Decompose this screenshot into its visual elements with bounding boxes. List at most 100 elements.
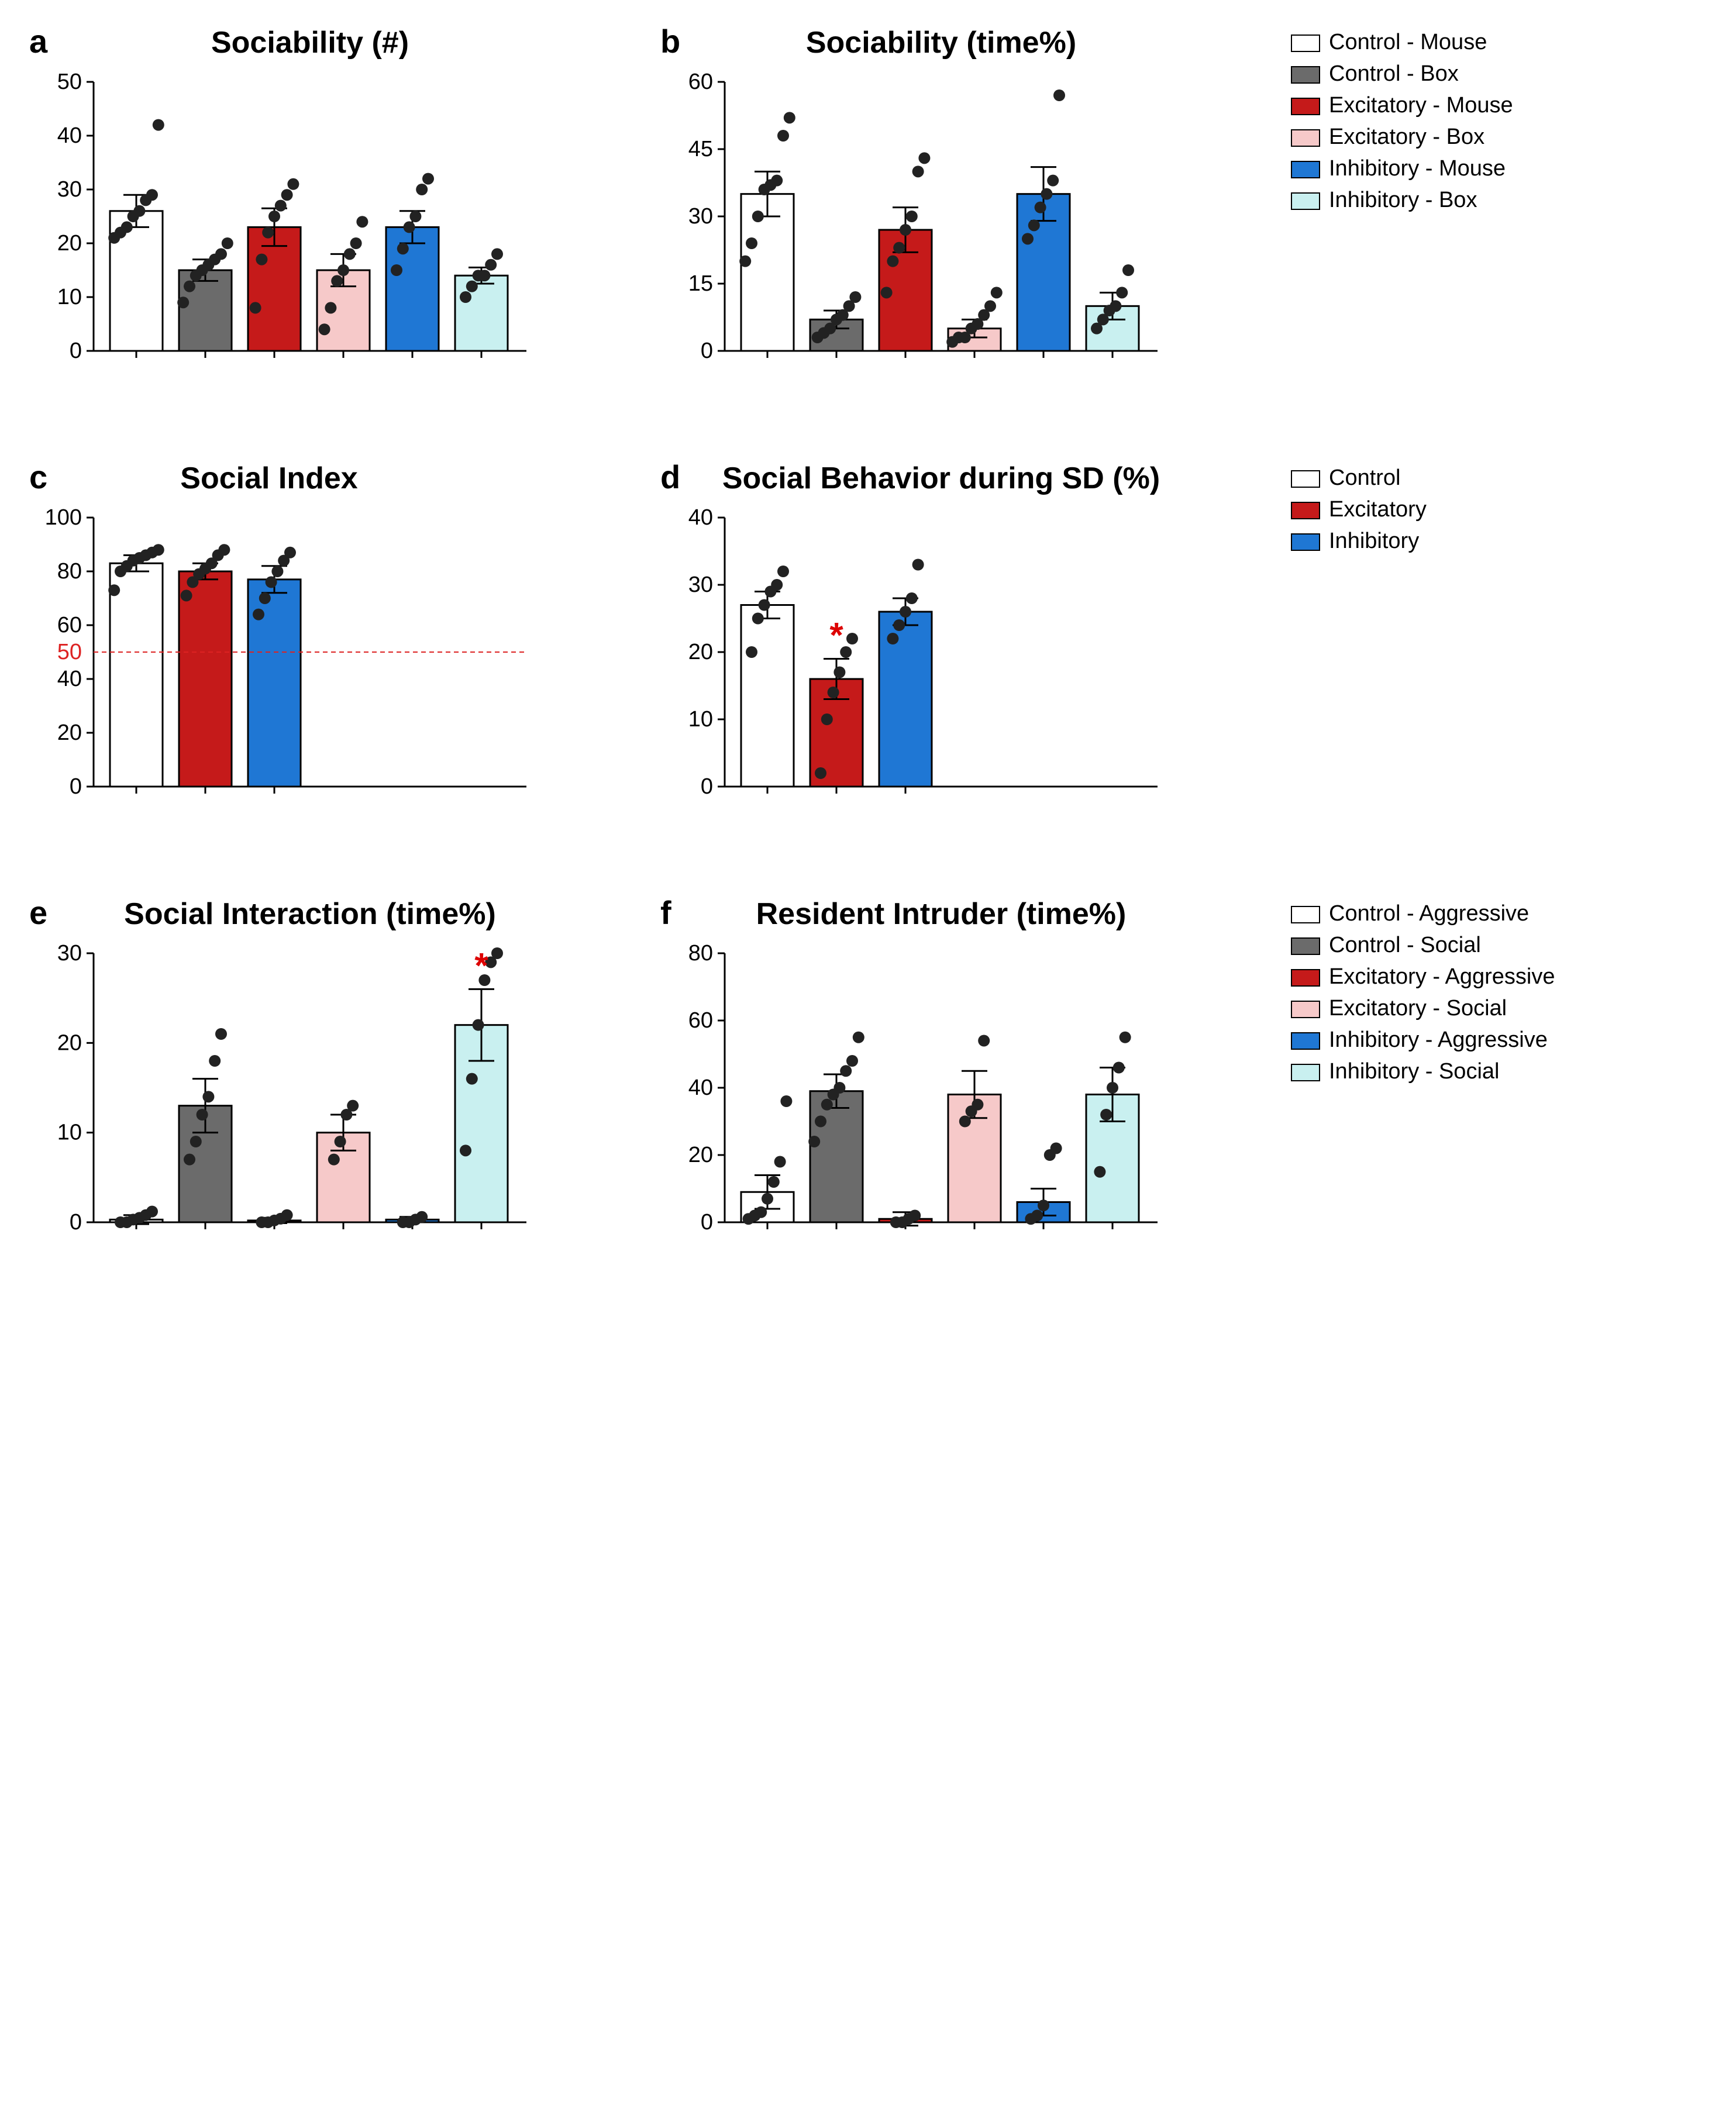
legend-swatch bbox=[1291, 130, 1320, 146]
data-point bbox=[909, 1210, 921, 1222]
panel-title: Social Behavior during SD (%) bbox=[722, 461, 1160, 495]
legend-label: Inhibitory - Aggressive bbox=[1329, 1028, 1548, 1052]
data-point bbox=[319, 323, 330, 335]
ytick-label: 60 bbox=[57, 613, 82, 637]
panel-a: aSociability (#)01020304050 bbox=[23, 23, 649, 447]
data-point bbox=[893, 242, 905, 254]
data-point bbox=[325, 302, 336, 313]
data-point bbox=[460, 291, 471, 303]
data-point bbox=[739, 256, 751, 267]
data-point bbox=[919, 152, 931, 164]
legend-swatch bbox=[1291, 502, 1320, 519]
ytick-label: 40 bbox=[57, 667, 82, 691]
data-point bbox=[491, 248, 503, 260]
legend-swatch bbox=[1291, 534, 1320, 550]
data-point bbox=[1050, 1143, 1062, 1154]
bar bbox=[741, 605, 794, 787]
data-point bbox=[350, 237, 362, 249]
legend-label: Control - Box bbox=[1329, 61, 1459, 86]
data-point bbox=[746, 646, 757, 658]
data-point bbox=[846, 1055, 858, 1067]
data-point bbox=[284, 547, 296, 558]
ytick-label: 60 bbox=[688, 70, 713, 94]
legend-swatch bbox=[1291, 1064, 1320, 1081]
legend-swatch bbox=[1291, 67, 1320, 83]
legend-ef: Control - AggressiveControl - SocialExci… bbox=[1286, 895, 1661, 1319]
legend-swatch bbox=[1291, 193, 1320, 209]
data-point bbox=[146, 1206, 158, 1218]
data-point bbox=[466, 281, 478, 292]
ytick-label: 45 bbox=[688, 137, 713, 161]
data-point bbox=[906, 592, 918, 604]
ytick-label: 20 bbox=[57, 231, 82, 256]
legend-label: Excitatory - Aggressive bbox=[1329, 964, 1555, 989]
data-point bbox=[146, 189, 158, 201]
data-point bbox=[815, 767, 826, 779]
data-point bbox=[259, 592, 271, 604]
data-point bbox=[850, 291, 862, 303]
bar bbox=[110, 563, 163, 787]
data-point bbox=[771, 175, 783, 187]
legend-swatch bbox=[1291, 35, 1320, 51]
legend-swatch bbox=[1291, 1001, 1320, 1018]
data-point bbox=[409, 211, 421, 222]
bar bbox=[455, 275, 508, 351]
ytick-label: 100 bbox=[45, 505, 82, 530]
data-point bbox=[815, 1116, 826, 1128]
legend-label: Inhibitory - Box bbox=[1329, 188, 1477, 212]
legend-swatch bbox=[1291, 938, 1320, 954]
legend-label: Excitatory bbox=[1329, 497, 1427, 522]
legend-swatch bbox=[1291, 906, 1320, 923]
significance-star: * bbox=[830, 616, 844, 655]
data-point bbox=[808, 1136, 820, 1147]
data-point bbox=[991, 287, 1003, 298]
panel-c: cSocial Index02040608010050 bbox=[23, 459, 649, 883]
ytick-label: 15 bbox=[688, 271, 713, 296]
legend-label: Excitatory - Box bbox=[1329, 125, 1484, 149]
data-point bbox=[906, 211, 918, 222]
data-point bbox=[473, 1019, 484, 1031]
data-point bbox=[287, 178, 299, 190]
data-point bbox=[777, 130, 789, 142]
data-point bbox=[846, 633, 858, 644]
bar bbox=[179, 571, 232, 787]
data-point bbox=[821, 1099, 833, 1111]
data-point bbox=[335, 1136, 346, 1147]
data-point bbox=[1116, 287, 1128, 298]
data-point bbox=[1110, 300, 1122, 312]
ytick-label: 0 bbox=[70, 1210, 82, 1235]
data-point bbox=[1041, 188, 1053, 200]
data-point bbox=[1120, 1032, 1131, 1043]
data-point bbox=[356, 216, 368, 227]
legend-label: Excitatory - Social bbox=[1329, 996, 1507, 1021]
panel-letter: a bbox=[29, 23, 48, 60]
data-point bbox=[887, 633, 899, 644]
data-point bbox=[184, 1154, 195, 1166]
data-point bbox=[250, 302, 261, 313]
legend-label: Inhibitory - Mouse bbox=[1329, 156, 1506, 181]
data-point bbox=[256, 254, 267, 266]
legend-swatch bbox=[1291, 1033, 1320, 1049]
data-point bbox=[1107, 1082, 1118, 1094]
data-point bbox=[768, 1176, 780, 1188]
ytick-label: 0 bbox=[701, 1210, 713, 1235]
ytick-label: 30 bbox=[688, 573, 713, 597]
data-point bbox=[466, 1073, 478, 1085]
data-point bbox=[771, 579, 783, 591]
data-point bbox=[900, 606, 911, 618]
data-point bbox=[416, 184, 428, 195]
data-point bbox=[984, 300, 996, 312]
ytick-label: 20 bbox=[57, 1030, 82, 1055]
panel-letter: c bbox=[29, 458, 47, 495]
legend-label: Control - Mouse bbox=[1329, 30, 1487, 54]
ytick-label: 30 bbox=[688, 204, 713, 229]
legend-swatch bbox=[1291, 471, 1320, 487]
data-point bbox=[959, 1116, 971, 1128]
data-point bbox=[328, 1154, 340, 1166]
ytick-label: 40 bbox=[688, 1075, 713, 1100]
data-point bbox=[759, 599, 770, 611]
ytick-label: 10 bbox=[57, 1121, 82, 1145]
data-point bbox=[491, 947, 503, 959]
data-point bbox=[153, 119, 164, 131]
data-point bbox=[774, 1156, 786, 1168]
